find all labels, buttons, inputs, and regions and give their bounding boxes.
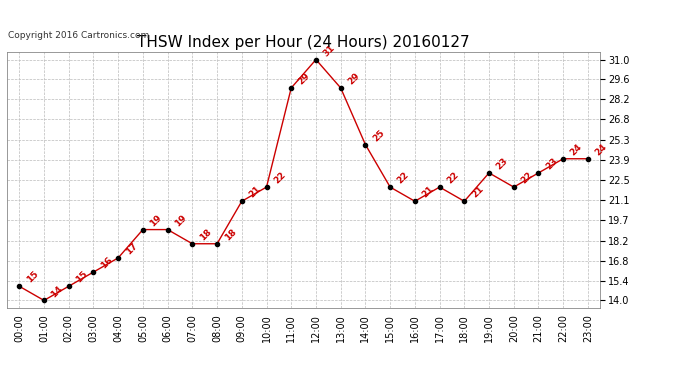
Text: 22: 22 xyxy=(445,171,460,186)
Text: 21: 21 xyxy=(470,184,485,200)
Text: 16: 16 xyxy=(99,255,115,271)
Text: 25: 25 xyxy=(371,128,386,143)
Text: 21: 21 xyxy=(247,184,263,200)
Text: 29: 29 xyxy=(297,71,312,87)
Text: 23: 23 xyxy=(544,156,560,171)
Text: Copyright 2016 Cartronics.com: Copyright 2016 Cartronics.com xyxy=(8,30,150,39)
Title: THSW Index per Hour (24 Hours) 20160127: THSW Index per Hour (24 Hours) 20160127 xyxy=(137,35,470,50)
Text: 17: 17 xyxy=(124,241,139,256)
Text: 18: 18 xyxy=(198,227,213,242)
Text: 19: 19 xyxy=(173,213,188,228)
Text: 22: 22 xyxy=(520,171,535,186)
Text: 22: 22 xyxy=(272,171,287,186)
Text: 23: 23 xyxy=(495,156,510,171)
Text: 21: 21 xyxy=(420,184,435,200)
Text: 22: 22 xyxy=(395,171,411,186)
Text: THSW  (°F): THSW (°F) xyxy=(574,30,633,40)
Text: 14: 14 xyxy=(50,284,65,299)
Text: 19: 19 xyxy=(148,213,164,228)
Text: 18: 18 xyxy=(223,227,238,242)
Text: 24: 24 xyxy=(593,142,609,158)
Text: 31: 31 xyxy=(322,43,337,58)
Text: 29: 29 xyxy=(346,71,362,87)
Text: 15: 15 xyxy=(25,270,40,285)
Text: 15: 15 xyxy=(75,270,90,285)
Text: 24: 24 xyxy=(569,142,584,158)
